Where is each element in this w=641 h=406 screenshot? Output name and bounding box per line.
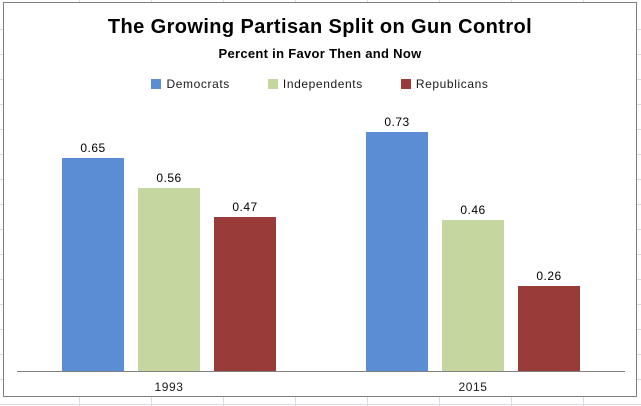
bar-group-2015: 0.73 0.46 0.26 bbox=[321, 109, 625, 371]
legend-swatch-icon bbox=[151, 79, 162, 89]
chart-title: The Growing Partisan Split on Gun Contro… bbox=[107, 16, 533, 38]
legend-item-republicans[interactable]: Republicans bbox=[400, 77, 489, 91]
chart-subtitle: Percent in Favor Then and Now bbox=[218, 46, 422, 61]
bar-independents-1993[interactable] bbox=[138, 188, 200, 371]
bar-republicans-2015[interactable] bbox=[518, 286, 580, 371]
legend-label: Independents bbox=[282, 77, 363, 91]
bar-value-label: 0.26 bbox=[536, 269, 562, 283]
bar-value-label: 0.65 bbox=[80, 141, 106, 155]
bar-value-label: 0.47 bbox=[232, 200, 258, 214]
bar-value-label: 0.56 bbox=[156, 171, 182, 185]
bar-group-1993: 0.65 0.56 0.47 bbox=[17, 109, 321, 371]
legend-swatch-icon bbox=[267, 79, 278, 89]
bar-democrats-1993[interactable] bbox=[62, 158, 124, 371]
bar-republicans-1993[interactable] bbox=[214, 217, 276, 371]
legend-label: Republicans bbox=[415, 77, 489, 91]
legend-swatch-icon bbox=[400, 79, 411, 89]
legend-item-independents[interactable]: Independents bbox=[267, 77, 363, 91]
bar-wrap: 0.26 bbox=[518, 109, 580, 371]
plot-area: 0.65 0.56 0.47 0.73 0.46 0.26 bbox=[17, 109, 625, 372]
bar-independents-2015[interactable] bbox=[442, 220, 504, 371]
bar-wrap: 0.46 bbox=[442, 109, 504, 371]
bar-value-label: 0.46 bbox=[460, 203, 486, 217]
bar-wrap: 0.73 bbox=[366, 109, 428, 371]
bar-wrap: 0.47 bbox=[214, 109, 276, 371]
legend-item-democrats[interactable]: Democrats bbox=[151, 77, 229, 91]
chart-legend: Democrats Independents Republicans bbox=[4, 77, 636, 91]
bar-democrats-2015[interactable] bbox=[366, 132, 428, 371]
bar-wrap: 0.65 bbox=[62, 109, 124, 371]
legend-label: Democrats bbox=[166, 77, 230, 91]
x-axis: 1993 2015 bbox=[17, 380, 625, 394]
bar-wrap: 0.56 bbox=[138, 109, 200, 371]
chart-area[interactable]: The Growing Partisan Split on Gun Contro… bbox=[3, 2, 637, 397]
bar-value-label: 0.73 bbox=[384, 115, 410, 129]
x-axis-label-2015: 2015 bbox=[458, 380, 488, 394]
x-axis-label-1993: 1993 bbox=[154, 380, 184, 394]
